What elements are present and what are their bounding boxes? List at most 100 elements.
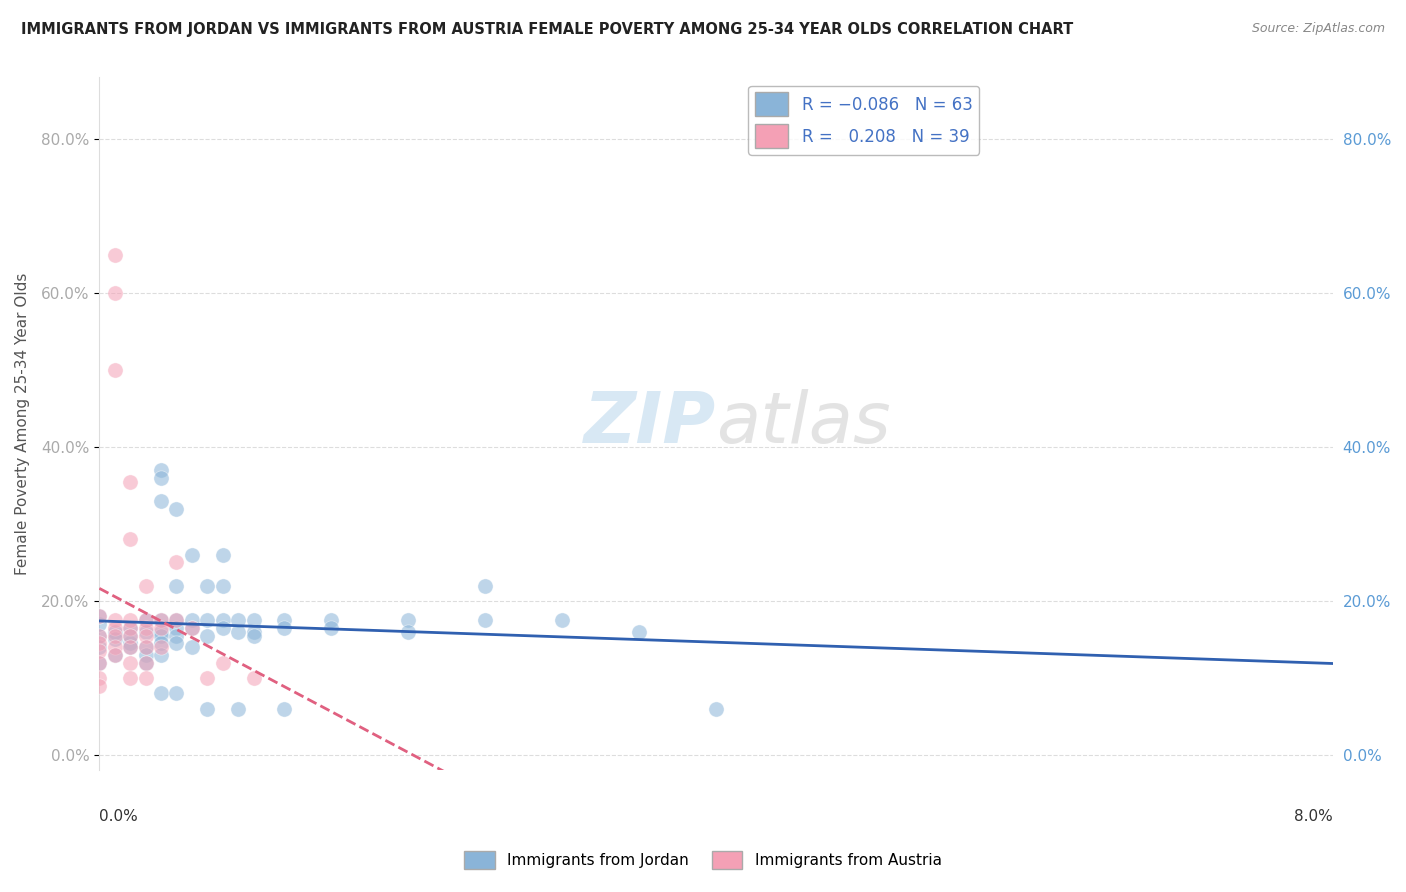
Point <box>180 621 202 635</box>
Point <box>180 640 202 654</box>
Point <box>396 624 419 639</box>
Point <box>104 629 127 643</box>
Point <box>165 636 187 650</box>
Point <box>150 686 173 700</box>
Point <box>226 702 249 716</box>
Point <box>226 624 249 639</box>
Point <box>242 624 264 639</box>
Point <box>150 621 173 635</box>
Point <box>89 636 111 650</box>
Point <box>120 613 142 627</box>
Point <box>135 648 157 662</box>
Point <box>150 648 173 662</box>
Text: IMMIGRANTS FROM JORDAN VS IMMIGRANTS FROM AUSTRIA FEMALE POVERTY AMONG 25-34 YEA: IMMIGRANTS FROM JORDAN VS IMMIGRANTS FRO… <box>21 22 1073 37</box>
Text: 8.0%: 8.0% <box>1294 809 1333 824</box>
Point <box>165 501 187 516</box>
Point <box>242 613 264 627</box>
Point <box>120 629 142 643</box>
Point <box>150 640 173 654</box>
Point <box>89 609 111 624</box>
Text: Source: ZipAtlas.com: Source: ZipAtlas.com <box>1251 22 1385 36</box>
Point <box>551 613 574 627</box>
Point <box>211 621 233 635</box>
Point <box>104 363 127 377</box>
Point <box>89 609 111 624</box>
Point <box>89 629 111 643</box>
Point <box>242 671 264 685</box>
Point <box>150 613 173 627</box>
Point <box>211 578 233 592</box>
Point <box>135 613 157 627</box>
Text: atlas: atlas <box>716 390 890 458</box>
Point <box>195 702 218 716</box>
Point <box>89 644 111 658</box>
Point <box>150 471 173 485</box>
Point <box>135 640 157 654</box>
Point <box>135 624 157 639</box>
Point <box>120 629 142 643</box>
Point <box>89 671 111 685</box>
Point <box>120 533 142 547</box>
Legend: R = −0.086   N = 63, R =   0.208   N = 39: R = −0.086 N = 63, R = 0.208 N = 39 <box>748 86 979 154</box>
Point <box>226 613 249 627</box>
Point <box>211 613 233 627</box>
Point <box>180 613 202 627</box>
Point <box>195 629 218 643</box>
Point <box>195 578 218 592</box>
Point <box>120 621 142 635</box>
Point <box>104 621 127 635</box>
Point <box>150 629 173 643</box>
Point <box>104 624 127 639</box>
Point <box>89 679 111 693</box>
Point <box>165 613 187 627</box>
Point <box>319 621 342 635</box>
Point <box>104 247 127 261</box>
Legend: Immigrants from Jordan, Immigrants from Austria: Immigrants from Jordan, Immigrants from … <box>458 845 948 875</box>
Point <box>104 648 127 662</box>
Point <box>135 613 157 627</box>
Point <box>273 621 295 635</box>
Text: ZIP: ZIP <box>583 390 716 458</box>
Point <box>135 640 157 654</box>
Text: 0.0%: 0.0% <box>100 809 138 824</box>
Point <box>89 640 111 654</box>
Point <box>104 640 127 654</box>
Point <box>165 556 187 570</box>
Point <box>150 463 173 477</box>
Point <box>89 629 111 643</box>
Point <box>211 656 233 670</box>
Point <box>135 656 157 670</box>
Point <box>150 636 173 650</box>
Point <box>474 578 496 592</box>
Point <box>150 494 173 508</box>
Point <box>195 671 218 685</box>
Point <box>135 621 157 635</box>
Point <box>120 656 142 670</box>
Point <box>165 686 187 700</box>
Point <box>104 648 127 662</box>
Point <box>135 578 157 592</box>
Point <box>165 621 187 635</box>
Point <box>150 624 173 639</box>
Point <box>104 613 127 627</box>
Point <box>319 613 342 627</box>
Point <box>120 636 142 650</box>
Point <box>165 613 187 627</box>
Point <box>195 613 218 627</box>
Point <box>180 621 202 635</box>
Point <box>135 656 157 670</box>
Point <box>135 629 157 643</box>
Point <box>474 613 496 627</box>
Point <box>104 632 127 647</box>
Point <box>120 621 142 635</box>
Y-axis label: Female Poverty Among 25-34 Year Olds: Female Poverty Among 25-34 Year Olds <box>15 273 30 575</box>
Point <box>165 578 187 592</box>
Point <box>120 475 142 489</box>
Point <box>135 671 157 685</box>
Point <box>704 702 727 716</box>
Point <box>89 656 111 670</box>
Point <box>242 629 264 643</box>
Point <box>89 617 111 632</box>
Point <box>396 613 419 627</box>
Point <box>273 702 295 716</box>
